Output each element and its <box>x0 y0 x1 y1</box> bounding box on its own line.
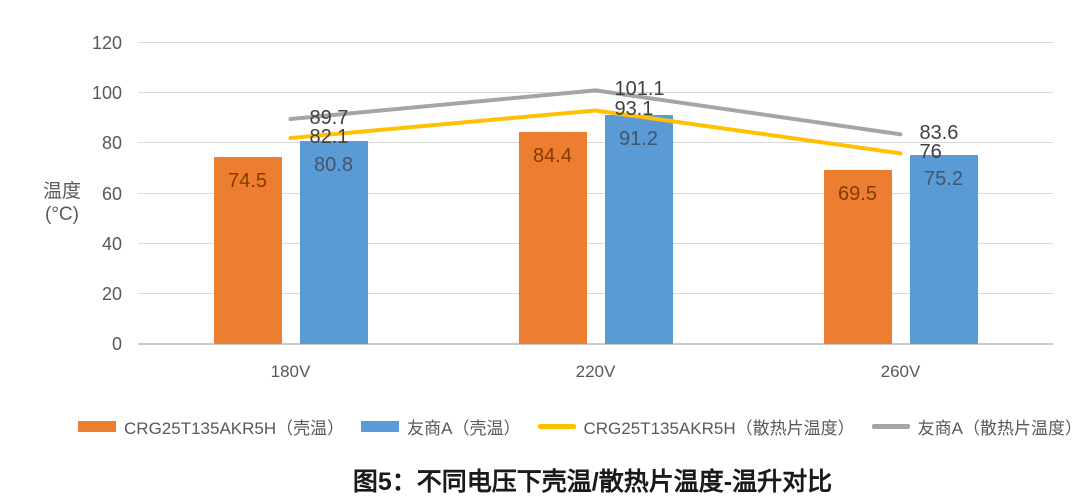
legend-label: CRG25T135AKR5H（散热片温度） <box>583 418 855 438</box>
y-tick-label: 80 <box>101 133 122 154</box>
gridline <box>138 92 1053 94</box>
bar-value-label: 91.2 <box>619 128 658 151</box>
gridline <box>138 242 1053 244</box>
figure-caption: 图5：不同电压下壳温/散热片温度-温升对比 <box>352 468 833 496</box>
bar-value-label: 75.2 <box>924 168 963 191</box>
legend-item: CRG25T135AKR5H（壳温） <box>78 414 344 439</box>
gridline <box>138 192 1053 194</box>
legend-item: 友商A（散热片温度） <box>871 414 1080 439</box>
line-point-label: 83.6 <box>919 122 959 145</box>
line-point-label: 93.1 <box>614 98 654 121</box>
y-tick-label: 40 <box>101 233 122 254</box>
y-tick-label: 100 <box>91 83 122 104</box>
y-tick-label: 0 <box>111 334 122 354</box>
x-category-label: 260V <box>880 362 921 381</box>
x-category-label: 220V <box>575 362 616 381</box>
bar-value-label: 84.4 <box>533 145 572 168</box>
x-category-label: 180V <box>270 362 311 381</box>
line-point-label: 76 <box>919 141 942 164</box>
legend-label: 友商A（壳温） <box>407 418 521 438</box>
bar-orange <box>518 132 587 344</box>
y-tick-label: 120 <box>91 33 122 53</box>
y-tick-label: 60 <box>101 183 122 204</box>
line-point-label: 89.7 <box>309 107 349 129</box>
line-series-yellow <box>288 108 903 156</box>
y-axis-title-line2: (°C) <box>45 204 79 225</box>
legend-bar-swatch <box>78 420 117 432</box>
bar-value-label: 69.5 <box>838 182 877 205</box>
legend-item: CRG25T135AKR5H（散热片温度） <box>537 414 855 439</box>
y-tick-label: 20 <box>101 283 122 304</box>
legend-label: CRG25T135AKR5H（壳温） <box>124 418 345 438</box>
y-axis-title-line1: 温度 <box>42 181 81 202</box>
line-series-gray <box>288 88 903 137</box>
legend-line-swatch <box>871 423 910 429</box>
line-point-label: 101.1 <box>614 78 665 101</box>
legend-bar-swatch <box>361 420 400 432</box>
line-point-label: 82.1 <box>309 126 349 149</box>
bar-value-label: 80.8 <box>314 154 353 177</box>
bar-blue <box>909 155 978 344</box>
bar-value-label: 74.5 <box>228 170 267 193</box>
gridline <box>138 42 1053 43</box>
legend-line-swatch <box>537 423 576 429</box>
bar-blue <box>299 141 368 344</box>
bar-orange <box>823 169 892 344</box>
x-axis-line <box>138 343 1053 345</box>
gridline <box>138 292 1053 294</box>
bar-orange <box>213 157 282 344</box>
legend-item: 友商A（壳温） <box>361 414 521 439</box>
legend-label: 友商A（散热片温度） <box>917 418 1080 438</box>
gridline <box>138 142 1053 144</box>
legend: CRG25T135AKR5H（壳温） 友商A（壳温） CRG25T135AKR5H（… <box>78 411 1080 441</box>
y-axis-title: 温度 (°C) <box>36 180 88 226</box>
